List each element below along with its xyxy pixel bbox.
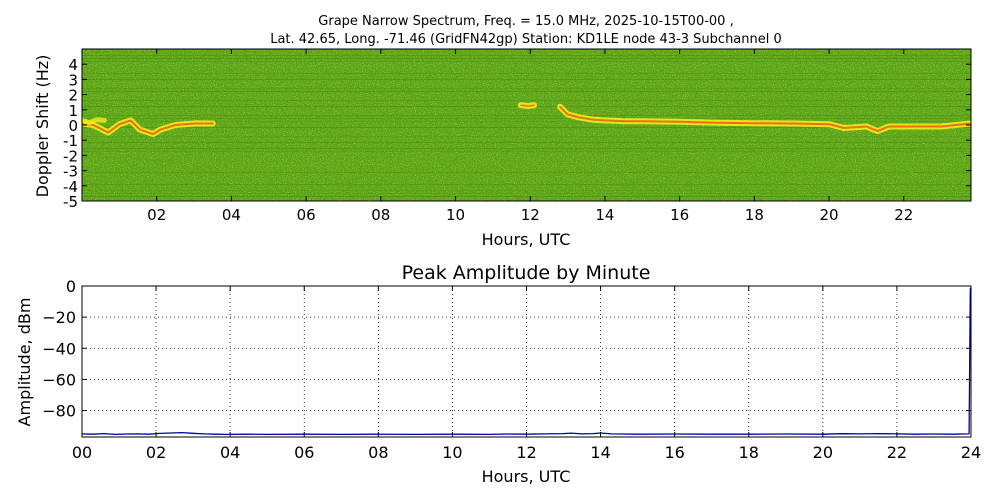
amplitude-x-tick-label: 14 [590,443,610,462]
amplitude-x-tick-label: 24 [961,443,981,462]
spectrogram-x-tick-label: 10 [446,206,465,224]
spectrogram-trace-core [559,105,971,133]
spectrogram-y-tick-label: -1 [63,132,78,150]
spectrogram-traces [82,102,971,138]
spectrogram-y-tick-label: 4 [68,56,78,74]
spectrogram-trace-core [82,119,214,136]
spectrogram-y-tick-label: -3 [63,163,78,181]
spectrogram-band [82,115,971,116]
spectrogram-x-ticks: 02 04 06 08 10 12 14 16 18 20 22 [147,49,913,224]
spectrogram-band [82,73,971,74]
amplitude-y-ticks: 0 −20 −40 −60 −80 [42,277,971,421]
spectrogram-trace-core [520,104,535,107]
amplitude-x-ticks: 00 02 04 06 08 10 12 14 16 18 20 22 24 [72,286,981,462]
amplitude-grid [82,286,971,437]
amplitude-x-label: Hours, UTC [482,467,571,486]
amplitude-y-tick-label: −20 [42,308,76,327]
amplitude-y-label: Amplitude, dBm [15,298,34,427]
amplitude-x-tick-label: 04 [220,443,240,462]
spectrogram-band [82,100,971,101]
amplitude-x-tick-label: 20 [813,443,833,462]
spectrogram-x-tick-label: 12 [521,206,540,224]
spectrogram-band [82,172,971,173]
spectrogram-band [82,61,971,62]
spectrogram-band [82,79,971,80]
amplitude-x-tick-label: 02 [146,443,166,462]
spectrogram-band [82,91,971,92]
figure-title-line2: Lat. 42.65, Long. -71.46 (GridFN42gp) St… [270,32,782,47]
amplitude-title: Peak Amplitude by Minute [402,262,651,284]
amplitude-x-tick-label: 10 [442,443,462,462]
spectrogram-x-tick-label: 08 [371,206,390,224]
amplitude-panel: Peak Amplitude by Minute 00 02 04 06 08 10 12 1… [15,262,981,486]
spectrogram-x-tick-label: 22 [894,206,913,224]
spectrogram-y-tick-label: -4 [63,178,78,196]
spectrogram-band [82,151,971,152]
amplitude-x-tick-label: 18 [739,443,759,462]
amplitude-y-tick-label: −60 [42,370,76,389]
amplitude-series-line [81,287,972,436]
spectrogram-y-tick-label: 2 [68,87,78,105]
spectrogram-band [82,121,971,122]
amplitude-plot-area [82,286,971,437]
spectrogram-x-label: Hours, UTC [482,230,571,249]
spectrogram-y-tick-label: 3 [68,71,78,89]
amplitude-x-tick-label: 06 [294,443,314,462]
spectrogram-band [82,136,971,137]
amplitude-x-tick-label: 00 [72,443,92,462]
spectrogram-band [82,88,971,89]
spectrogram-band [82,127,971,128]
spectrogram-band [82,184,971,185]
amplitude-x-tick-label: 12 [516,443,536,462]
spectrogram-x-tick-label: 14 [595,206,614,224]
spectrogram-x-tick-label: 04 [222,206,241,224]
spectrogram-band [82,142,971,143]
spectrogram-band [82,118,971,119]
amplitude-x-tick-label: 22 [887,443,907,462]
amplitude-y-tick-label: −80 [42,402,76,421]
figure-title-line1: Grape Narrow Spectrum, Freq. = 15.0 MHz,… [318,14,733,29]
spectrogram-x-tick-label: 20 [820,206,839,224]
spectrogram-trace-glow [82,117,107,126]
spectrogram-band [82,193,971,194]
spectrogram-y-tick-label: 0 [68,117,78,135]
spectrogram-y-tick-label: -2 [63,147,78,165]
spectrogram-y-tick-label: -5 [63,193,78,211]
spectrogram-band [82,190,971,191]
spectrogram-y-tick-label: 1 [68,102,78,120]
spectrogram-band [82,58,971,59]
spectrogram-y-label: Doppler Shift (Hz) [33,55,52,198]
amplitude-x-tick-label: 16 [664,443,684,462]
amplitude-y-tick-label: 0 [66,277,76,296]
spectrogram-band [82,196,971,197]
spectrogram-x-tick-label: 18 [745,206,764,224]
amplitude-y-tick-label: −40 [42,339,76,358]
spectrogram-x-tick-label: 06 [297,206,316,224]
spectrogram-band [82,55,971,56]
amplitude-x-tick-label: 08 [368,443,388,462]
spectrogram-band [82,148,971,149]
amplitude-series [81,287,972,436]
spectrogram-x-tick-label: 16 [670,206,689,224]
spectrogram-x-tick-label: 02 [147,206,166,224]
